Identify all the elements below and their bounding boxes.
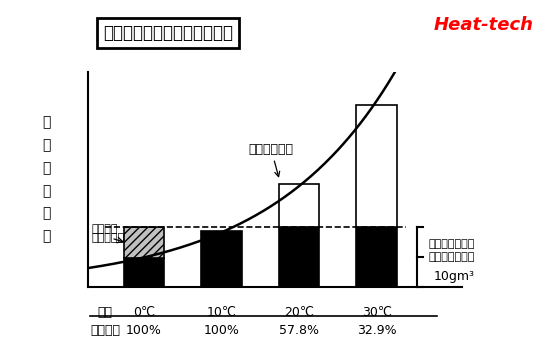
Text: 飽
和
水
蒸
気
量: 飽 和 水 蒸 気 量 [43, 116, 51, 243]
Bar [356, 227, 397, 287]
Text: 10gm³: 10gm³ [434, 270, 475, 283]
Bar [279, 227, 319, 287]
Text: いる水蒸気の量: いる水蒸気の量 [428, 252, 475, 262]
Bar [124, 258, 164, 287]
Text: 水蒸気量と気温と湿度の関係: 水蒸気量と気温と湿度の関係 [103, 24, 233, 42]
Text: 100%: 100% [126, 324, 162, 337]
Bar [201, 231, 241, 287]
Bar [356, 105, 397, 227]
Text: 10℃: 10℃ [206, 306, 236, 320]
Bar [124, 227, 164, 258]
Bar [279, 184, 319, 227]
Text: 気温: 気温 [97, 306, 113, 320]
Text: 0℃: 0℃ [133, 306, 155, 320]
Text: Heat-tech: Heat-tech [433, 16, 534, 34]
Text: 57.8%: 57.8% [279, 324, 319, 337]
Text: 30℃: 30℃ [362, 306, 392, 320]
Text: 実際に含まれて: 実際に含まれて [428, 239, 475, 249]
Text: 凝結して: 凝結して [92, 224, 118, 234]
Text: 100%: 100% [204, 324, 239, 337]
Text: 相対湿度: 相対湿度 [90, 324, 120, 337]
Text: 32.9%: 32.9% [357, 324, 397, 337]
Text: 水滴になる: 水滴になる [92, 233, 125, 243]
Text: 飽和水蒸気量: 飽和水蒸気量 [249, 143, 294, 177]
Text: 20℃: 20℃ [284, 306, 314, 320]
